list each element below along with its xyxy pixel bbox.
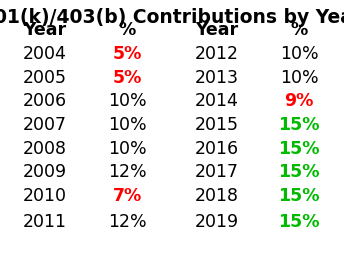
Text: 2017: 2017 [195,163,239,181]
Text: 10%: 10% [280,45,319,63]
Text: Year: Year [23,21,66,39]
Text: 15%: 15% [279,163,320,181]
Text: 2009: 2009 [23,163,67,181]
Text: 2015: 2015 [195,116,239,134]
Text: 12%: 12% [108,213,147,231]
Text: 7%: 7% [112,187,142,205]
Text: %: % [119,21,136,39]
Text: 2005: 2005 [23,69,67,87]
Text: 2016: 2016 [195,140,239,158]
Text: 15%: 15% [279,187,320,205]
Text: 10%: 10% [108,116,147,134]
Text: 10%: 10% [280,69,319,87]
Text: 10%: 10% [108,140,147,158]
Text: %: % [291,21,308,39]
Text: 2008: 2008 [23,140,67,158]
Text: 12%: 12% [108,163,147,181]
Text: 2018: 2018 [195,187,239,205]
Text: 2014: 2014 [195,92,239,110]
Text: 10%: 10% [108,92,147,110]
Text: 2019: 2019 [195,213,239,231]
Text: Year: Year [195,21,238,39]
Text: 2004: 2004 [23,45,67,63]
Text: 5%: 5% [112,69,142,87]
Text: 2010: 2010 [23,187,67,205]
Text: 5%: 5% [112,45,142,63]
Text: 2006: 2006 [23,92,67,110]
Text: 15%: 15% [279,116,320,134]
Text: 2013: 2013 [195,69,239,87]
Text: 401(k)/403(b) Contributions by Year: 401(k)/403(b) Contributions by Year [0,8,344,27]
Text: 9%: 9% [284,92,314,110]
Text: 2011: 2011 [23,213,67,231]
Text: 2012: 2012 [195,45,239,63]
Text: 15%: 15% [279,213,320,231]
Text: 2007: 2007 [23,116,67,134]
Text: 15%: 15% [279,140,320,158]
